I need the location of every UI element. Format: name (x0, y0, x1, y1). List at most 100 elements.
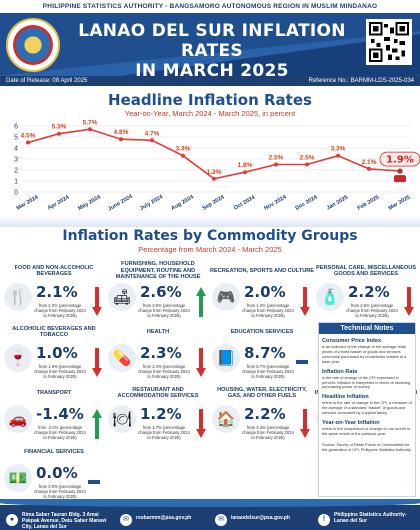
data-point (119, 137, 123, 142)
psa-logo (6, 18, 60, 72)
note-definition: is the rate of change of the CPI express… (322, 374, 411, 390)
reference-number: Reference No.: BARMM-LDS-2025-034 (308, 78, 414, 84)
headline-subtitle: Year-on-Year, March 2024 - March 2025, i… (124, 109, 296, 118)
commodity-note: from 0.0% (percentage change from Februa… (34, 484, 86, 500)
basket-icon (394, 175, 406, 183)
commodity-rate: 2.6% (140, 283, 182, 301)
x-tick-label: Apr 2024 (47, 194, 71, 211)
commodity-name: FURNISHING, HOUSEHOLD EQUIPMENT, ROUTINE… (115, 261, 201, 281)
data-point (26, 140, 30, 145)
headline-title: Headline Inflation Rates (108, 91, 312, 109)
footer-email-2[interactable]: lanaodelsur@psa.gov.ph (231, 515, 290, 521)
commodity-rate: 1.2% (140, 405, 182, 423)
commodity-note: from -2.0% (percentage change from Febru… (34, 425, 86, 441)
commodity-icon: 💊 (108, 344, 136, 372)
data-point (397, 168, 403, 174)
commodity-card: FOOD AND NON-ALCOHOLIC BEVERAGES 🍴 2.1% fro… (2, 261, 106, 335)
technical-notes: Technical Notes Consumer Price Index is a… (318, 322, 416, 497)
footer-email-1[interactable]: rsobarmm@psa.gov.ph (136, 515, 192, 521)
data-point (243, 170, 247, 175)
data-point (150, 138, 154, 143)
note-term: Consumer Price Index (322, 338, 382, 344)
note-definition: is an indicator of the change in the ave… (322, 344, 407, 364)
commodity-name: EDUCATION SERVICES (230, 328, 294, 335)
page-title: LANAO DEL SUR INFLATION RATES IN MARCH 2… (62, 21, 362, 76)
data-label: 5.7% (83, 119, 98, 126)
arrow-down-icon (92, 348, 102, 378)
data-label: 2.5% (269, 155, 284, 162)
arrow-up-icon (196, 287, 206, 317)
commodity-card: FINANCIAL SERVICES 💵 0.0% from 0.0% (percen… (2, 442, 106, 516)
note-definition: refers to the comparison of change of on… (322, 426, 411, 436)
highlight-badge (379, 151, 420, 167)
commodity-icon: 📘 (212, 344, 240, 372)
commodity-rate: 0.0% (36, 464, 78, 482)
commodity-card: FURNISHING, HOUSEHOLD EQUIPMENT, ROUTINE… (106, 261, 210, 335)
note-term: Inflation Rate (322, 368, 358, 375)
commodity-rate: -1.4% (36, 405, 84, 423)
data-label: 1.8% (238, 162, 253, 169)
commodity-rate: 2.3% (140, 344, 182, 362)
commodity-rate: 2.2% (348, 283, 390, 301)
y-tick-label: 1 (14, 179, 18, 186)
arrow-right-icon (88, 468, 102, 498)
commodity-icon: 🧴 (316, 283, 344, 311)
title-banner: LANAO DEL SUR INFLATION RATES IN MARCH 2… (0, 13, 420, 76)
data-label: 5.3% (52, 124, 67, 131)
commodity-note: from 1.7% (percentage change from Februa… (138, 425, 190, 441)
data-label: 3.3% (331, 146, 346, 153)
x-tick-label: Oct 2024 (233, 194, 257, 211)
title-line-1: LANAO DEL SUR INFLATION RATES (78, 21, 346, 61)
note-term: Year-on-Year Inflation (322, 420, 380, 427)
data-label: 4.8% (114, 129, 129, 136)
data-point (305, 162, 309, 167)
x-tick-label: June 2024 (107, 193, 134, 212)
commodity-rate: 1.0% (36, 344, 78, 362)
qr-code-icon[interactable] (366, 19, 412, 65)
data-point (274, 162, 278, 167)
commodity-name: RECREATION, SPORTS AND CULTURE (210, 267, 315, 274)
commodity-subtitle: Percentage from March 2024 - March 2025 (138, 245, 282, 254)
y-tick-label: 3 (14, 157, 18, 164)
commodity-note: from 3.4% (percentage change from Februa… (242, 425, 294, 441)
location-icon: ● (6, 514, 18, 526)
commodity-name: HEALTH (146, 328, 170, 335)
title-line-2: IN MARCH 2025 (135, 61, 289, 76)
commodity-name: FINANCIAL SERVICES (24, 448, 84, 455)
info-bar: Date of Release: 08 April 2025 Reference… (0, 76, 420, 86)
technical-notes-header: Technical Notes (319, 323, 415, 334)
arrow-right-icon (296, 348, 310, 378)
y-tick-label: 4 (14, 146, 18, 153)
arrow-down-icon (404, 287, 414, 317)
arrow-up-icon (92, 409, 102, 439)
data-point (212, 176, 216, 181)
data-label: 1.2% (207, 169, 222, 176)
facebook-icon[interactable]: f (318, 514, 330, 526)
y-tick-label: 5 (14, 135, 18, 142)
commodity-note: from 2.0% (percentage change from Februa… (34, 303, 86, 319)
commodity-note: from 8.7% (percentage change from Februa… (242, 364, 294, 380)
x-tick-label: Aug 2024 (170, 194, 195, 212)
commodity-name: HOUSING, WATER, ELECTRICITY, GAS, AND OT… (217, 386, 307, 400)
commodity-note: from 2.4% (percentage change from Februa… (138, 364, 190, 380)
commodity-icon: 🍽 (108, 405, 136, 433)
x-tick-label: May 2024 (77, 194, 102, 212)
data-label: 3.3% (176, 146, 191, 153)
data-label: 2.1% (362, 159, 377, 166)
arrow-down-icon (300, 287, 310, 317)
commodity-icon: 🛋 (108, 283, 136, 311)
headline-inflation-chart: 0 1 2 3 4 5 64.5% Mar 2024 5.3% Apr 2024 5.7% May 2… (14, 119, 420, 212)
footer-address: Rima Saber Tauran Bldg. 3 Amai Pakpak Av… (22, 512, 107, 530)
footer-wave (0, 499, 420, 507)
footer-facebook[interactable]: Philippine Statistics Authority-Lanao de… (334, 512, 407, 524)
release-date: Date of Release: 08 April 2025 (6, 78, 88, 84)
email-icon[interactable]: ✉ (215, 514, 227, 526)
commodity-note: from 1.2% (percentage change from Februa… (242, 303, 294, 319)
x-tick-label: Jan 2025 (326, 195, 349, 212)
commodity-card: HOUSING, WATER, ELECTRICITY, GAS, AND OT… (210, 383, 314, 457)
x-tick-label: Mar 2024 (16, 194, 41, 212)
x-tick-label: Nov 2024 (263, 194, 288, 212)
x-tick-label: Feb 2025 (357, 195, 381, 212)
email-icon[interactable]: ✉ (120, 514, 132, 526)
commodity-icon: 🍷 (4, 344, 32, 372)
